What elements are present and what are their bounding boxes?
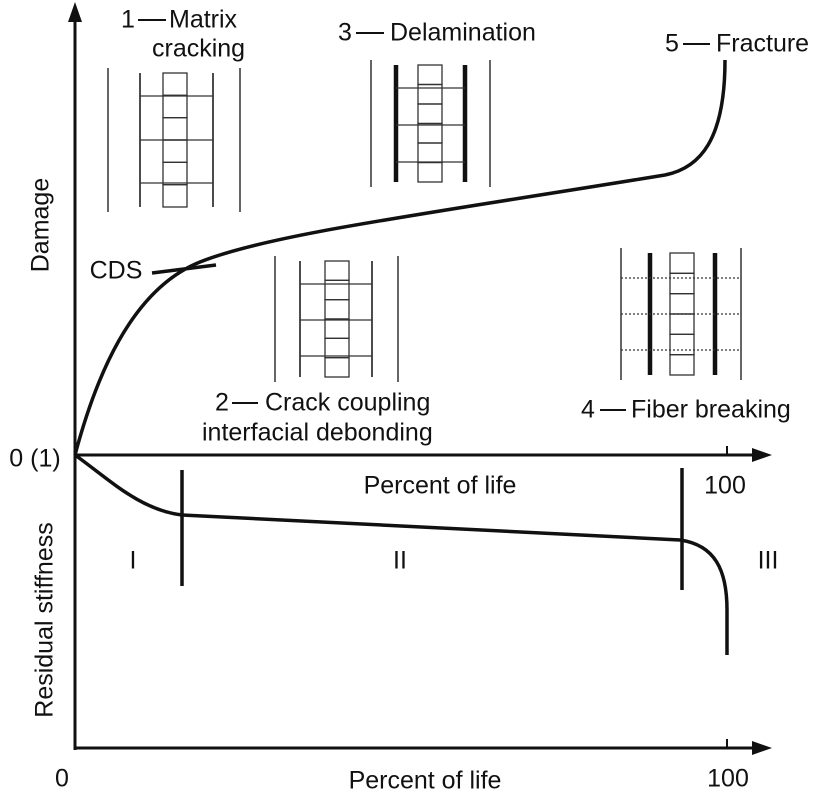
stage-number: 4: [581, 396, 595, 424]
stage-number: 5: [665, 30, 679, 58]
y-label: Residual stiffness: [31, 522, 59, 717]
y-label: Damage: [27, 178, 55, 273]
sketch-line: [162, 184, 188, 208]
stage-label: Crack coupling: [265, 389, 430, 417]
laminate-sketches: [107, 60, 742, 382]
stage-number: 3: [338, 19, 352, 47]
damage-curve: [73, 59, 727, 456]
x-label: Percent of life: [349, 767, 502, 795]
sketch-line: [324, 260, 350, 281]
origin-label: 0: [55, 765, 69, 793]
sketch-line: [669, 354, 695, 376]
sketch-line: [324, 279, 350, 301]
stage-label: Fiber breaking: [631, 396, 791, 424]
sketch-line: [669, 333, 695, 356]
sketch-line: [417, 103, 443, 125]
stiffness-curve: [73, 453, 729, 655]
x-end-label: 100: [707, 765, 749, 793]
x-end-label: 100: [704, 472, 746, 500]
sketch-line: [669, 313, 695, 335]
arrow: [68, 2, 82, 22]
arrow: [752, 741, 772, 755]
sketch-line: [669, 272, 695, 295]
sketch-line: [417, 142, 443, 164]
stage-number: 1: [121, 6, 135, 34]
stage-number: 2: [215, 389, 229, 417]
region-label: I: [130, 547, 137, 575]
sketch-line: [162, 72, 188, 96]
sketch-line: [417, 64, 443, 86]
x-label: Percent of life: [364, 472, 517, 500]
sketch-line: [324, 357, 350, 378]
sketch-line: [162, 139, 188, 163]
cds-label: CDS: [90, 257, 143, 285]
sketch-line: [324, 299, 350, 320]
sketch-line: [324, 337, 350, 359]
stage-label: interfacial debonding: [202, 419, 433, 447]
sketch-line: [162, 161, 188, 186]
sketch-line: [669, 252, 695, 274]
region-label: II: [393, 547, 407, 575]
sketch-line: [162, 94, 188, 119]
stage-label: Fracture: [716, 30, 809, 58]
origin-label: 0 (1): [9, 445, 60, 473]
cds-marker: [151, 263, 217, 275]
stage-label: Delamination: [390, 19, 536, 47]
sketch-line: [417, 122, 443, 144]
sketch-line: [324, 318, 350, 339]
stage-label: Matrix: [169, 6, 238, 34]
arrow: [752, 448, 772, 462]
sketch-line: [417, 161, 443, 183]
sketch-line: [162, 117, 188, 141]
region-label: III: [758, 547, 779, 575]
sketch-line: [669, 293, 695, 315]
stage-label: cracking: [152, 35, 245, 63]
